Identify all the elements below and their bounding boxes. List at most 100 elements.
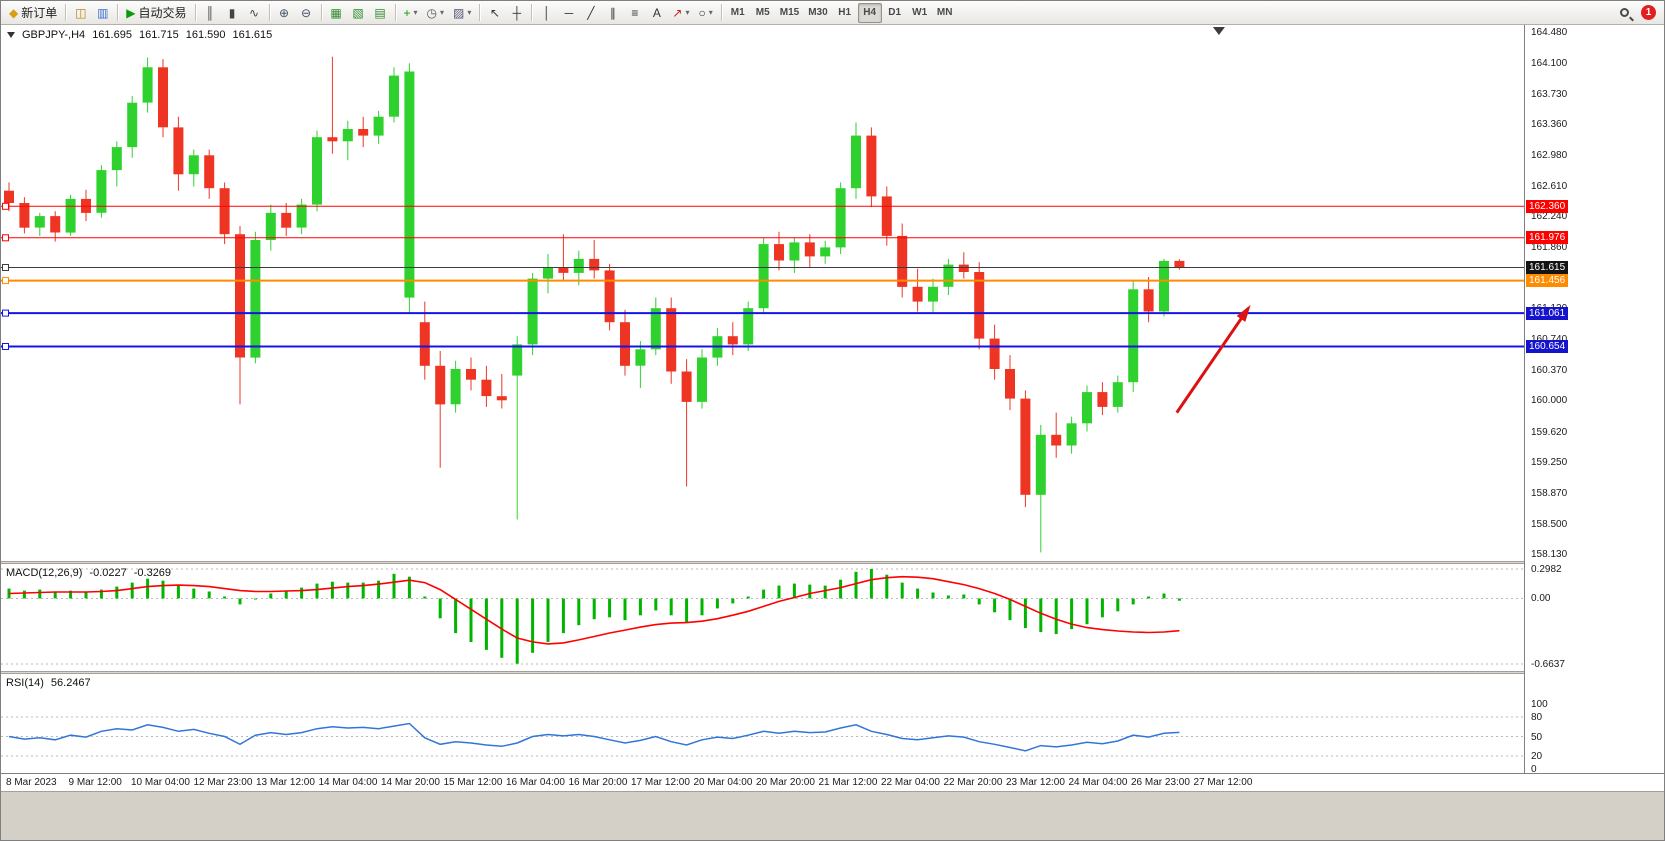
rsi-name: RSI(14) — [6, 677, 44, 689]
new-order-button[interactable]: ◆ 新订单 — [5, 3, 61, 23]
price-level-badge[interactable]: 161.615 — [1526, 261, 1569, 275]
price-level-badge[interactable]: 161.976 — [1526, 231, 1569, 245]
cursor-button[interactable]: ↖ — [484, 3, 505, 23]
level-anchor[interactable] — [2, 234, 9, 242]
rsi-chart[interactable] — [1, 674, 1524, 773]
panel-splitter[interactable] — [1, 561, 1664, 564]
price-level-badge[interactable]: 161.456 — [1526, 274, 1569, 288]
price-tick: 163.730 — [1531, 88, 1568, 100]
candle-body — [897, 235, 908, 287]
chart-context-icon[interactable] — [7, 32, 15, 38]
trend-arrow-line[interactable] — [1175, 307, 1250, 414]
level-anchor[interactable] — [2, 309, 9, 317]
candle-body — [389, 75, 399, 117]
macd-main-value: -0.0227 — [89, 567, 127, 579]
macd-histogram-bar — [900, 582, 904, 599]
time-label: 22 Mar 20:00 — [943, 777, 1003, 788]
candle-body — [127, 102, 138, 148]
vertical-line-button[interactable]: │ — [536, 3, 557, 23]
chart-line-button[interactable]: ∿ — [244, 3, 265, 23]
candle-body — [512, 344, 523, 376]
panel-splitter[interactable] — [1, 671, 1664, 674]
shapes-icon: ○ — [698, 5, 706, 20]
macd-tick: 0.00 — [1531, 593, 1551, 605]
macd-histogram-bar — [315, 583, 319, 599]
macd-histogram-bar — [361, 582, 365, 599]
rsi-tick: 80 — [1531, 712, 1543, 723]
cascade-windows-button[interactable]: ▧ — [348, 3, 369, 23]
notification-badge[interactable]: 1 — [1641, 5, 1656, 20]
arrows-button[interactable]: ↗ ▾ — [668, 3, 693, 23]
time-axis[interactable]: 8 Mar 2023 9 Mar 12:00 10 Mar 04:00 12 Mar … — [1, 773, 1664, 791]
timeframe-m5-button[interactable]: M5 — [751, 3, 775, 23]
timeframe-h4-button[interactable]: H4 — [857, 2, 882, 23]
rsi-indicator-panel[interactable]: RSI(14) 56.2467 — [1, 674, 1524, 773]
price-level-badge[interactable]: 162.360 — [1526, 199, 1569, 213]
candle-body — [4, 190, 14, 203]
candle-body — [281, 212, 292, 228]
level-anchor[interactable] — [2, 343, 9, 350]
charts-grid-button[interactable]: ◫ — [70, 3, 91, 23]
timeframe-m30-button[interactable]: M30 — [804, 3, 831, 23]
indicators-button[interactable]: + ▾ — [400, 3, 422, 23]
time-label: 9 Mar 12:00 — [68, 777, 122, 788]
price-tick: 162.980 — [1531, 150, 1568, 162]
tile-windows-button[interactable]: ▦ — [326, 3, 347, 23]
timeframe-w1-button[interactable]: W1 — [908, 3, 932, 23]
candlestick-chart[interactable] — [1, 25, 1524, 561]
horizontal-line-button[interactable]: ─ — [558, 3, 579, 23]
fibonacci-button[interactable]: ≡ — [624, 3, 645, 23]
text-button[interactable]: A — [646, 3, 667, 23]
chart-candles-button[interactable]: ▮ — [222, 3, 243, 23]
toolbar-buttons: ◆ 新订单 ◫ ▥ ▶ 自动交易 ║ ▮ ∿ ⊕ ⊖ ▦ ▧ ▤ + ▾ ◷ ▾ ▨ ▾ ↖ ┼ │ ─ ╱ ∥ ≡ A ↗ ▾ ○ ▾ — [5, 3, 725, 23]
macd-histogram-bar — [1054, 598, 1058, 635]
zoom-in-button[interactable]: ⊕ — [274, 3, 295, 23]
candle-body — [250, 240, 261, 358]
trendline-button[interactable]: ╱ — [580, 3, 601, 23]
macd-histogram-bar — [423, 596, 427, 599]
timeframe-m1-button[interactable]: M1 — [726, 3, 750, 23]
macd-chart[interactable] — [1, 564, 1524, 671]
price-axis[interactable]: 164.480 164.100 163.730 163.360 162.980 162.6… — [1525, 25, 1664, 775]
profiles-button[interactable]: ▥ — [92, 3, 113, 23]
macd-indicator-panel[interactable]: MACD(12,26,9) -0.0227 -0.3269 — [1, 564, 1524, 671]
timeframe-h1-button[interactable]: H1 — [833, 3, 857, 23]
arrange-windows-button[interactable]: ▤ — [370, 3, 391, 23]
timeframe-m15-button[interactable]: M15 — [776, 3, 803, 23]
macd-histogram-bar — [1131, 598, 1135, 605]
chart-shift-marker[interactable] — [1212, 27, 1225, 35]
candle-body — [604, 270, 615, 323]
candle-body — [50, 216, 61, 233]
chart-bars-button[interactable]: ║ — [200, 3, 221, 23]
macd-histogram-bar — [284, 590, 288, 599]
level-anchor[interactable] — [2, 202, 9, 210]
channel-button[interactable]: ∥ — [602, 3, 623, 23]
shapes-button[interactable]: ○ ▾ — [694, 3, 716, 23]
price-tick: 160.000 — [1531, 395, 1568, 407]
periods-button[interactable]: ◷ ▾ — [423, 3, 449, 23]
level-anchor[interactable] — [2, 264, 9, 271]
trend-arrow-head[interactable] — [1236, 304, 1251, 322]
zoom-out-button[interactable]: ⊖ — [296, 3, 317, 23]
macd-histogram-bar — [515, 598, 519, 664]
timeframe-d1-button[interactable]: D1 — [883, 3, 907, 23]
price-level-badge[interactable]: 160.654 — [1526, 340, 1569, 353]
search-button[interactable] — [1614, 3, 1635, 23]
candle-body — [543, 267, 553, 279]
candle-body — [835, 188, 846, 248]
candle-body — [296, 204, 307, 228]
crosshair-button[interactable]: ┼ — [506, 3, 527, 23]
price-level-badge[interactable]: 161.061 — [1526, 306, 1569, 320]
templates-button[interactable]: ▨ ▾ — [449, 3, 475, 23]
price-chart-panel[interactable]: GBPJPY-,H4 161.695 161.715 161.590 161.6… — [1, 25, 1524, 561]
text-icon: A — [652, 5, 661, 20]
vertical-line-icon: │ — [543, 5, 551, 20]
candle-body — [1097, 392, 1108, 407]
level-anchor[interactable] — [2, 277, 9, 285]
time-label: 16 Mar 04:00 — [506, 777, 565, 788]
timeframe-mn-button[interactable]: MN — [933, 3, 957, 23]
candle-body — [958, 264, 969, 272]
auto-trading-button[interactable]: ▶ 自动交易 — [122, 3, 190, 23]
candle-body — [1159, 260, 1169, 312]
